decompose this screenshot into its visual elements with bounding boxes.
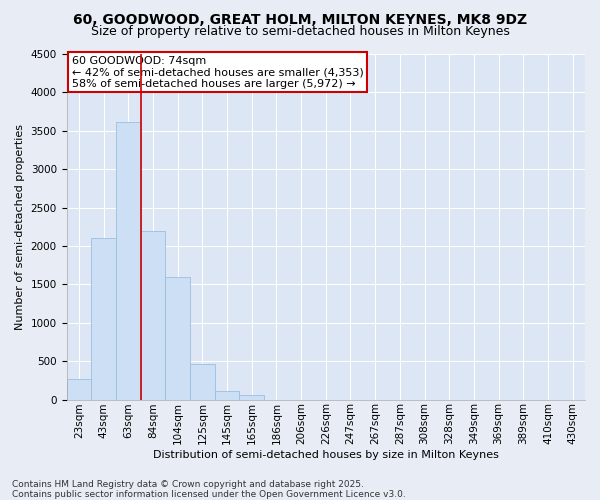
X-axis label: Distribution of semi-detached houses by size in Milton Keynes: Distribution of semi-detached houses by … bbox=[153, 450, 499, 460]
Bar bbox=[116, 122, 140, 400]
Text: Contains HM Land Registry data © Crown copyright and database right 2025.
Contai: Contains HM Land Registry data © Crown c… bbox=[12, 480, 406, 499]
Bar bbox=[239, 396, 264, 400]
Text: 60, GOODWOOD, GREAT HOLM, MILTON KEYNES, MK8 9DZ: 60, GOODWOOD, GREAT HOLM, MILTON KEYNES,… bbox=[73, 12, 527, 26]
Bar bbox=[91, 238, 116, 400]
Bar bbox=[190, 364, 215, 400]
Text: 60 GOODWOOD: 74sqm
← 42% of semi-detached houses are smaller (4,353)
58% of semi: 60 GOODWOOD: 74sqm ← 42% of semi-detache… bbox=[72, 56, 364, 89]
Text: Size of property relative to semi-detached houses in Milton Keynes: Size of property relative to semi-detach… bbox=[91, 25, 509, 38]
Bar bbox=[215, 391, 239, 400]
Bar bbox=[67, 379, 91, 400]
Y-axis label: Number of semi-detached properties: Number of semi-detached properties bbox=[15, 124, 25, 330]
Bar bbox=[140, 230, 165, 400]
Bar bbox=[165, 276, 190, 400]
